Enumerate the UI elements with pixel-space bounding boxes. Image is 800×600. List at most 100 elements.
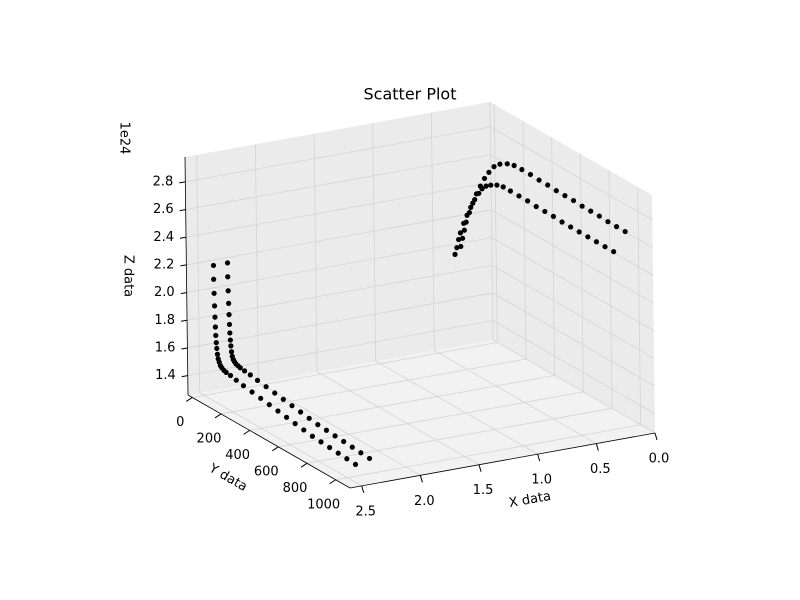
point	[576, 229, 582, 235]
point	[511, 162, 517, 169]
point	[227, 337, 233, 343]
grid-line	[375, 360, 538, 455]
y-tick	[272, 446, 279, 452]
grid-line	[186, 237, 492, 293]
point	[227, 372, 234, 379]
point	[225, 288, 231, 294]
point	[497, 161, 503, 167]
point	[488, 182, 494, 188]
point	[605, 219, 611, 225]
point	[458, 243, 464, 250]
point	[315, 422, 321, 428]
point	[519, 166, 525, 173]
grid-line	[254, 144, 259, 383]
x-tick-label: 2.0	[414, 494, 435, 509]
point	[249, 389, 255, 395]
y-tick-label: 800	[283, 481, 308, 496]
grid-line	[493, 104, 498, 343]
grid-line	[491, 264, 655, 359]
grid-line	[491, 209, 654, 304]
grid-line	[335, 424, 641, 481]
point	[349, 444, 355, 450]
point	[568, 224, 574, 230]
point	[335, 450, 341, 456]
y-tick	[243, 429, 250, 435]
x-tick-label: 1.0	[531, 473, 552, 488]
grid-line	[185, 154, 491, 210]
point	[306, 415, 312, 421]
point	[500, 184, 506, 190]
point	[527, 171, 534, 178]
point	[258, 395, 264, 401]
point	[536, 177, 542, 183]
point	[588, 208, 594, 214]
point	[301, 427, 307, 433]
grid-line	[608, 170, 613, 409]
point	[461, 227, 467, 233]
x-tick	[537, 454, 541, 462]
point	[212, 314, 218, 320]
point	[570, 197, 577, 204]
point	[562, 193, 568, 199]
z-tick	[181, 375, 188, 378]
z-tick	[180, 292, 187, 295]
point	[507, 188, 513, 194]
point	[476, 190, 482, 196]
y-axis-line	[187, 394, 351, 489]
point	[452, 251, 458, 257]
x-axis-line	[349, 432, 656, 489]
point	[461, 220, 467, 226]
grid-line	[187, 292, 493, 349]
grid-line	[249, 374, 555, 431]
y-tick	[300, 462, 308, 468]
grid-line	[199, 392, 362, 487]
x-tick	[419, 475, 423, 483]
y-tick-label: 0	[176, 415, 184, 430]
point	[225, 274, 231, 280]
point	[602, 244, 608, 250]
point	[226, 312, 232, 318]
grid-line	[278, 391, 584, 448]
point	[559, 219, 565, 225]
grid-line	[491, 237, 654, 331]
x-tick	[361, 485, 365, 494]
point	[213, 340, 219, 346]
point	[210, 262, 217, 269]
point	[553, 188, 559, 194]
x-tick	[478, 464, 482, 472]
point	[214, 345, 220, 352]
point	[468, 204, 474, 210]
point	[358, 450, 364, 456]
z-axis-label: Z data	[121, 255, 136, 297]
z-tick	[179, 209, 186, 212]
point	[352, 461, 359, 468]
point	[550, 213, 557, 219]
grid-line	[316, 371, 480, 466]
point	[344, 456, 350, 462]
point	[223, 369, 229, 375]
grid-line	[551, 137, 556, 376]
point	[211, 276, 217, 282]
z-tick	[181, 347, 188, 350]
grid-line	[185, 181, 492, 238]
grid-line	[185, 126, 491, 183]
z-tick-label: 2.0	[154, 285, 175, 300]
point	[233, 377, 239, 383]
point	[212, 324, 218, 330]
x-tick-label: 0.0	[649, 452, 670, 467]
grid-line	[372, 123, 377, 362]
grid-line	[490, 126, 653, 221]
point	[266, 402, 272, 408]
point	[491, 164, 497, 170]
point	[226, 300, 232, 306]
point	[214, 351, 221, 357]
point	[525, 198, 531, 204]
point	[585, 234, 591, 240]
grid-line	[196, 154, 201, 393]
point	[494, 182, 500, 188]
point	[504, 161, 510, 167]
point	[297, 409, 304, 415]
grid-line	[186, 264, 493, 321]
z-tick	[179, 236, 187, 239]
